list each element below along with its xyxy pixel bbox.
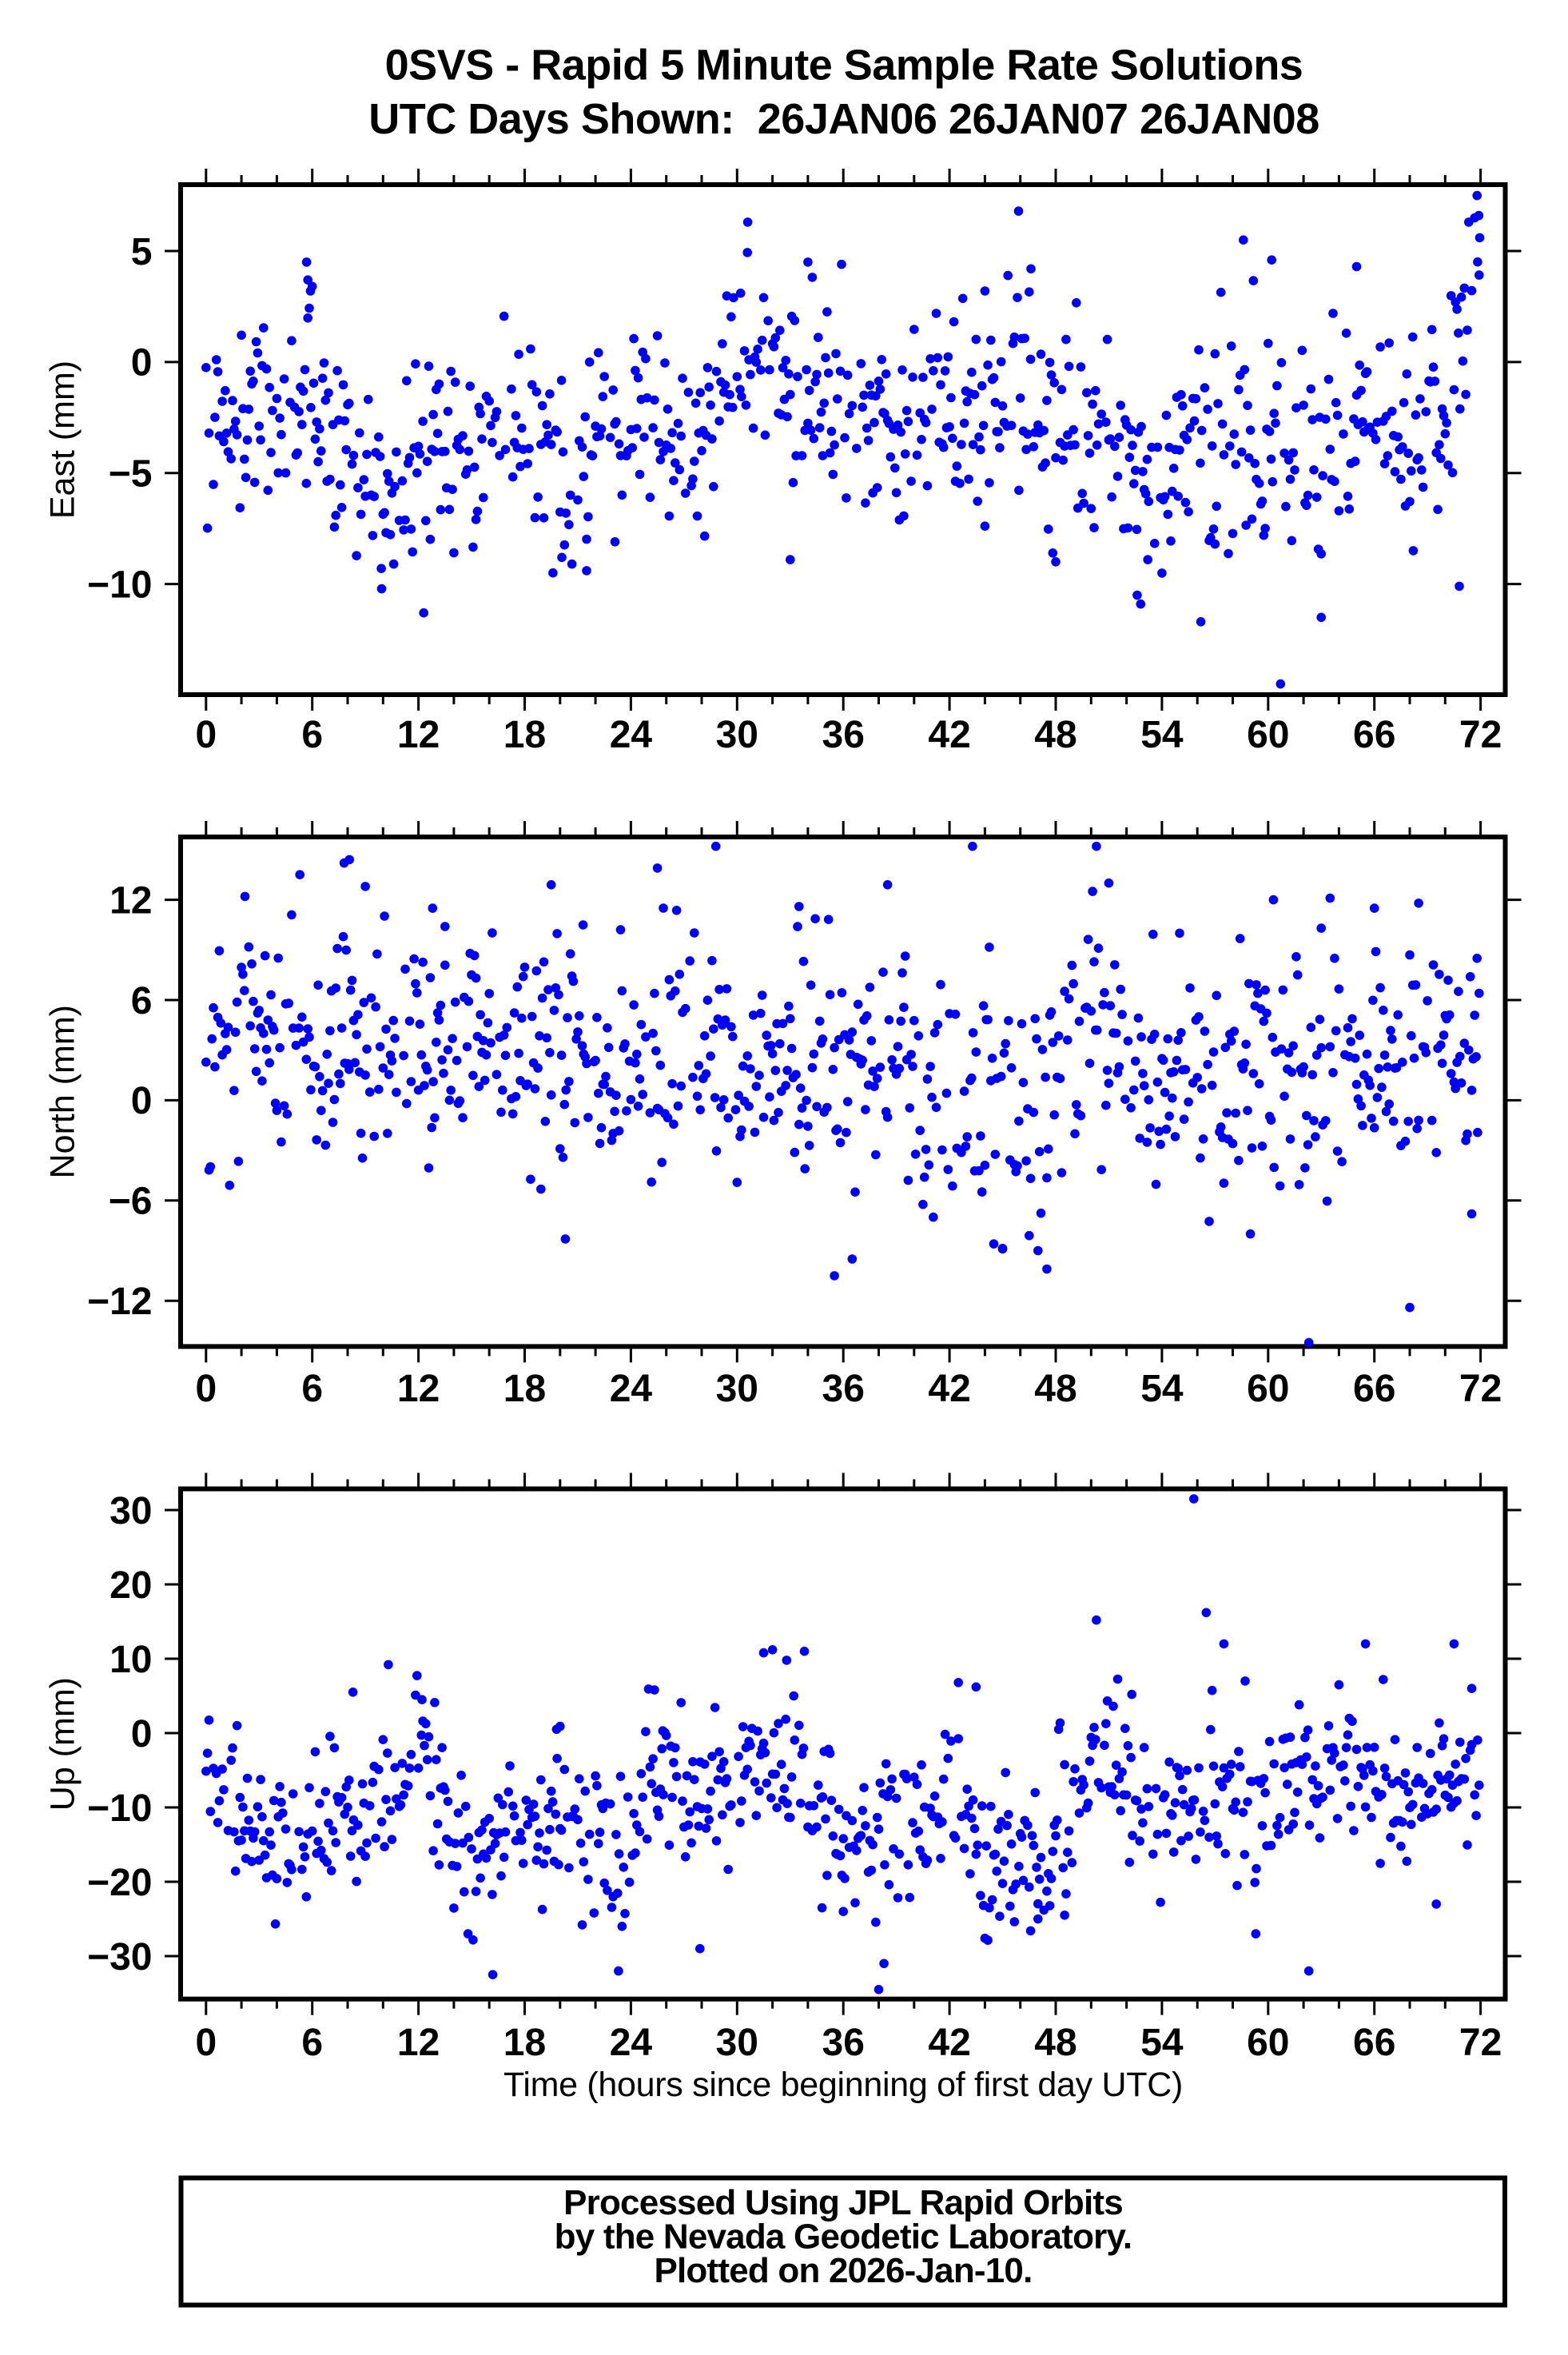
svg-text:48: 48 xyxy=(1034,1368,1077,1410)
svg-text:−5: −5 xyxy=(109,453,153,496)
svg-text:54: 54 xyxy=(1140,714,1184,756)
svg-text:60: 60 xyxy=(1247,1368,1289,1410)
svg-text:18: 18 xyxy=(503,1368,546,1410)
svg-text:18: 18 xyxy=(503,2022,546,2064)
svg-text:18: 18 xyxy=(503,714,546,756)
svg-text:66: 66 xyxy=(1353,714,1395,756)
svg-text:12: 12 xyxy=(397,714,440,756)
svg-text:−10: −10 xyxy=(87,564,152,606)
svg-text:0: 0 xyxy=(195,1368,217,1410)
svg-text:36: 36 xyxy=(822,1368,865,1410)
svg-text:42: 42 xyxy=(928,2022,970,2064)
svg-text:0: 0 xyxy=(131,1713,153,1755)
svg-text:36: 36 xyxy=(822,2022,865,2064)
svg-text:by the Nevada Geodetic Laborat: by the Nevada Geodetic Laboratory. xyxy=(555,2218,1132,2257)
svg-text:48: 48 xyxy=(1034,714,1077,756)
svg-text:UTC Days Shown: 26JAN06 26JAN: UTC Days Shown: 26JAN06 26JAN07 26JAN08 xyxy=(368,95,1319,143)
svg-text:72: 72 xyxy=(1459,1368,1502,1410)
svg-text:−10: −10 xyxy=(87,1787,152,1830)
svg-text:36: 36 xyxy=(822,714,865,756)
svg-text:6: 6 xyxy=(301,1368,323,1410)
svg-text:12: 12 xyxy=(109,879,152,922)
svg-text:East (mm): East (mm) xyxy=(44,361,82,519)
svg-text:24: 24 xyxy=(610,2022,653,2064)
svg-text:24: 24 xyxy=(610,714,653,756)
svg-text:60: 60 xyxy=(1247,2022,1289,2064)
svg-text:48: 48 xyxy=(1034,2022,1077,2064)
svg-text:−20: −20 xyxy=(87,1862,152,1904)
svg-text:42: 42 xyxy=(928,714,970,756)
svg-text:24: 24 xyxy=(610,1368,653,1410)
svg-text:12: 12 xyxy=(397,1368,440,1410)
svg-text:0: 0 xyxy=(195,2022,217,2064)
svg-text:0: 0 xyxy=(195,714,217,756)
svg-text:30: 30 xyxy=(109,1490,152,1532)
svg-text:Time (hours since beginning of: Time (hours since beginning of first day… xyxy=(503,2066,1183,2104)
svg-text:6: 6 xyxy=(301,2022,323,2064)
svg-text:60: 60 xyxy=(1247,714,1289,756)
svg-text:42: 42 xyxy=(928,1368,970,1410)
svg-text:North (mm): North (mm) xyxy=(44,1005,82,1178)
svg-text:5: 5 xyxy=(131,231,153,273)
svg-text:6: 6 xyxy=(131,980,153,1022)
svg-text:Processed Using JPL Rapid Orbi: Processed Using JPL Rapid Orbits xyxy=(563,2183,1123,2222)
svg-text:6: 6 xyxy=(301,714,323,756)
svg-text:66: 66 xyxy=(1353,2022,1395,2064)
svg-text:54: 54 xyxy=(1140,2022,1184,2064)
svg-text:Up (mm): Up (mm) xyxy=(44,1677,82,1811)
svg-text:Plotted on 2026-Jan-10.: Plotted on 2026-Jan-10. xyxy=(654,2251,1032,2290)
svg-text:−12: −12 xyxy=(87,1281,152,1323)
svg-text:0SVS - Rapid 5 Minute Sample R: 0SVS - Rapid 5 Minute Sample Rate Soluti… xyxy=(385,42,1303,90)
svg-text:20: 20 xyxy=(109,1564,152,1607)
svg-text:30: 30 xyxy=(716,714,758,756)
svg-text:72: 72 xyxy=(1459,714,1502,756)
svg-text:30: 30 xyxy=(716,2022,758,2064)
svg-text:12: 12 xyxy=(397,2022,440,2064)
svg-text:−6: −6 xyxy=(109,1181,153,1223)
svg-text:66: 66 xyxy=(1353,1368,1395,1410)
svg-text:−30: −30 xyxy=(87,1936,152,1978)
svg-text:30: 30 xyxy=(716,1368,758,1410)
svg-text:0: 0 xyxy=(131,342,153,385)
svg-text:10: 10 xyxy=(109,1639,152,1681)
svg-text:54: 54 xyxy=(1140,1368,1184,1410)
svg-text:0: 0 xyxy=(131,1080,153,1122)
svg-text:72: 72 xyxy=(1459,2022,1502,2064)
